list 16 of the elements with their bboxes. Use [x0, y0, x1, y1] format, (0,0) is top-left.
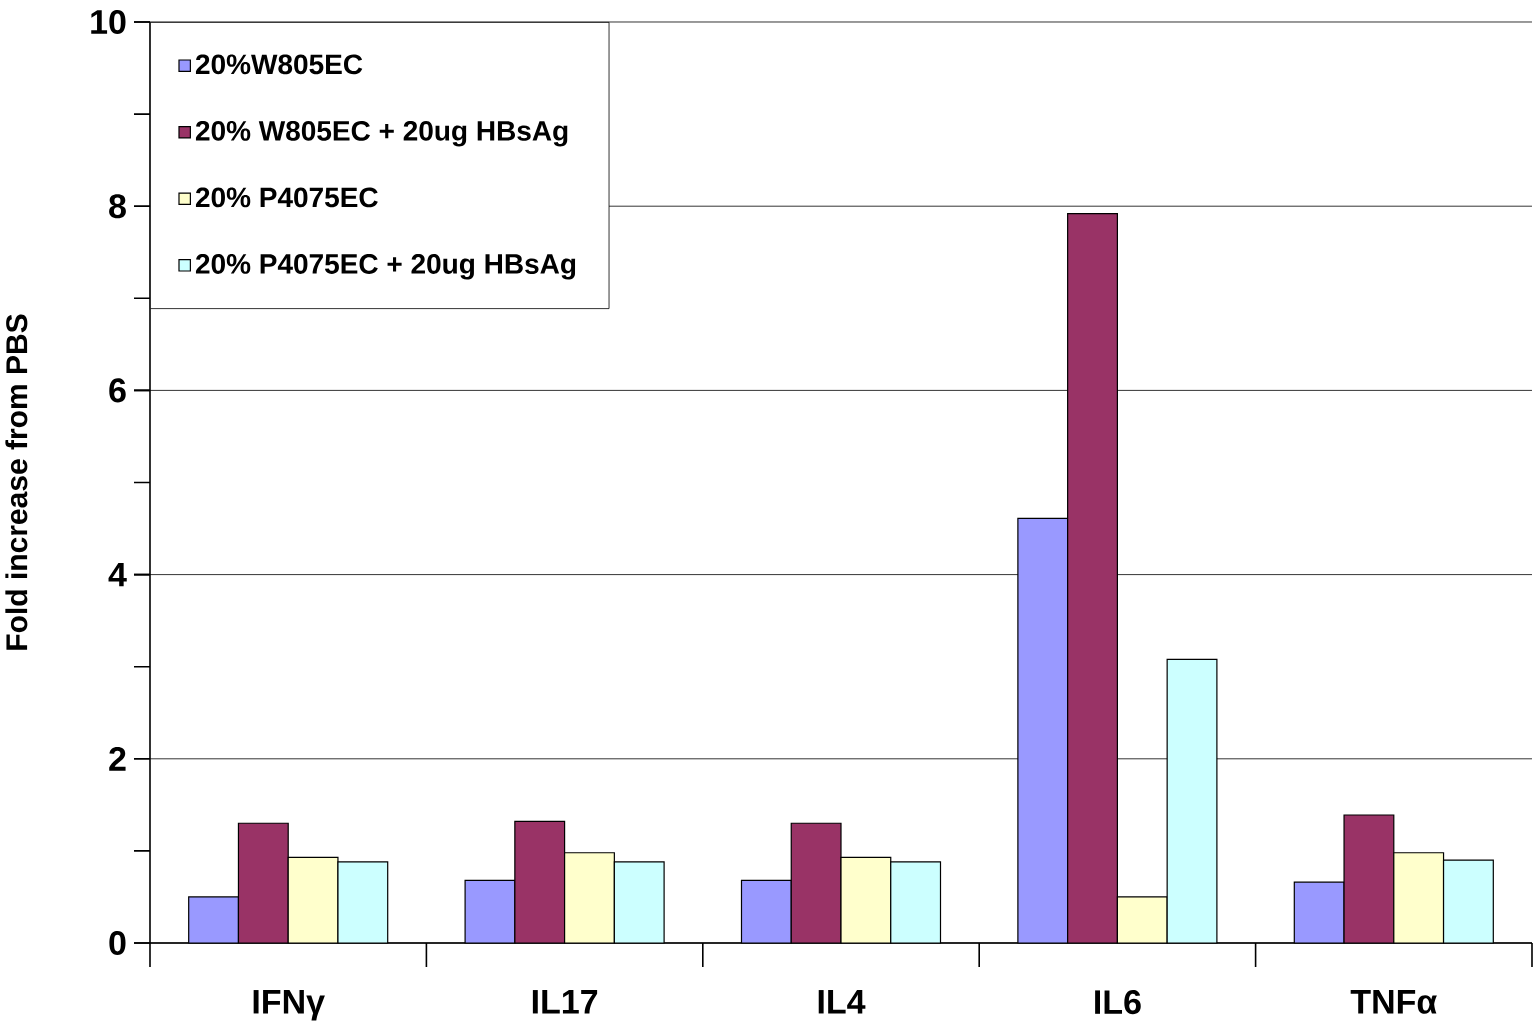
x-tick-label: TNFα: [1350, 990, 1437, 1014]
y-tick-label: 6: [109, 378, 126, 403]
legend-label: 20% P4075EC + 20ug HBsAg: [195, 254, 576, 280]
x-tick-label: IFNγ: [253, 990, 325, 1021]
legend-label: 20% W805EC + 20ug HBsAg: [195, 120, 568, 147]
x-tick-label: IL17: [532, 990, 598, 1014]
x-tick-label: IL4: [818, 990, 866, 1014]
y-tick-label: 8: [109, 194, 126, 219]
legend-label: 20%W805EC: [195, 54, 363, 75]
y-tick-label: 0: [109, 930, 126, 956]
y-tick-label: 10: [91, 9, 126, 35]
x-tick-label: IL6: [1095, 990, 1141, 1015]
y-tick-label: 2: [109, 746, 126, 771]
y-tick-label: 4: [108, 562, 127, 587]
y-axis-title: Fold increase from PBS: [5, 314, 28, 650]
legend-label: 20% P4075EC: [195, 187, 378, 208]
